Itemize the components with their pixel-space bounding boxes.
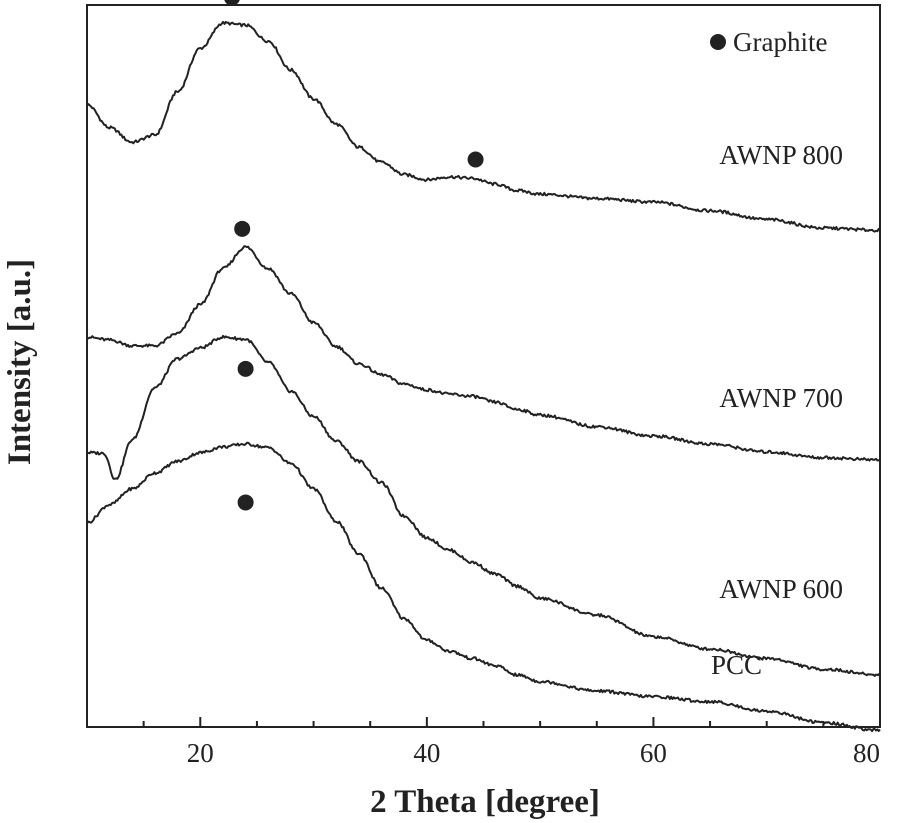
series-line-awnp-800 (86, 20, 881, 233)
series-line-awnp-700 (86, 245, 881, 462)
x-axis-title: 2 Theta [degree] (370, 784, 600, 820)
graphite-marker (224, 0, 240, 6)
graphite-marker (467, 151, 484, 168)
x-tick-label: 80 (853, 738, 880, 768)
x-axis-ticks (86, 717, 881, 727)
y-axis-title: Intensity [a.u.] (2, 259, 38, 465)
series-lines (86, 20, 881, 733)
graphite-markers (224, 0, 484, 511)
x-tick-label: 20 (187, 738, 214, 768)
series-labels: AWNP 800 AWNP 700 AWNP 600 PCC (711, 140, 843, 680)
graphite-marker (234, 220, 251, 237)
series-line-awnp-600 (86, 334, 881, 677)
series-label-awnp-700: AWNP 700 (719, 383, 843, 413)
x-tick-label: 60 (640, 738, 667, 768)
series-label-awnp-800: AWNP 800 (719, 140, 843, 170)
legend-graphite-marker (710, 34, 726, 50)
x-tick-label: 40 (413, 738, 440, 768)
series-line-pcc (86, 441, 881, 733)
series-label-awnp-600: AWNP 600 (719, 574, 843, 604)
graphite-marker (237, 494, 254, 511)
x-axis-tick-labels: 20 40 60 80 (187, 738, 880, 768)
legend-graphite-label: Graphite (733, 27, 827, 57)
series-label-pcc: PCC (711, 650, 762, 680)
legend: Graphite (710, 27, 827, 57)
graphite-marker (237, 360, 254, 377)
